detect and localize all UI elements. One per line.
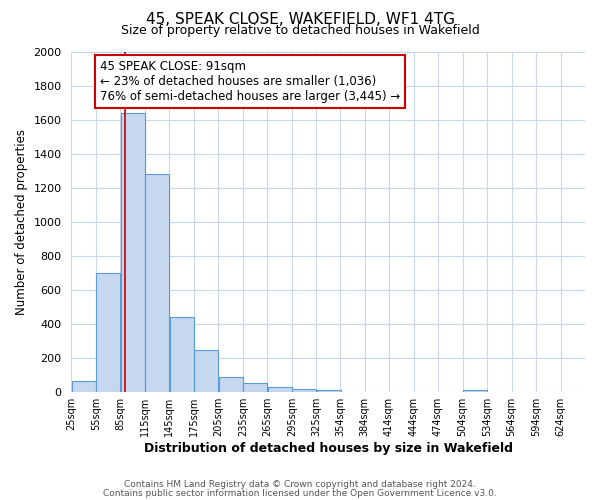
Bar [268, 387, 292, 392]
Bar [121, 113, 145, 392]
Bar [292, 389, 316, 392]
Bar [243, 383, 267, 392]
Bar [463, 390, 487, 392]
Bar [317, 390, 341, 392]
Text: 45, SPEAK CLOSE, WAKEFIELD, WF1 4TG: 45, SPEAK CLOSE, WAKEFIELD, WF1 4TG [146, 12, 455, 28]
Bar [71, 381, 95, 392]
Bar [145, 174, 169, 392]
X-axis label: Distribution of detached houses by size in Wakefield: Distribution of detached houses by size … [144, 442, 513, 455]
Text: 45 SPEAK CLOSE: 91sqm
← 23% of detached houses are smaller (1,036)
76% of semi-d: 45 SPEAK CLOSE: 91sqm ← 23% of detached … [100, 60, 400, 103]
Bar [194, 350, 218, 392]
Text: Contains public sector information licensed under the Open Government Licence v3: Contains public sector information licen… [103, 488, 497, 498]
Bar [218, 377, 242, 392]
Text: Contains HM Land Registry data © Crown copyright and database right 2024.: Contains HM Land Registry data © Crown c… [124, 480, 476, 489]
Bar [170, 318, 194, 392]
Bar [96, 273, 120, 392]
Y-axis label: Number of detached properties: Number of detached properties [15, 129, 28, 315]
Text: Size of property relative to detached houses in Wakefield: Size of property relative to detached ho… [121, 24, 479, 37]
